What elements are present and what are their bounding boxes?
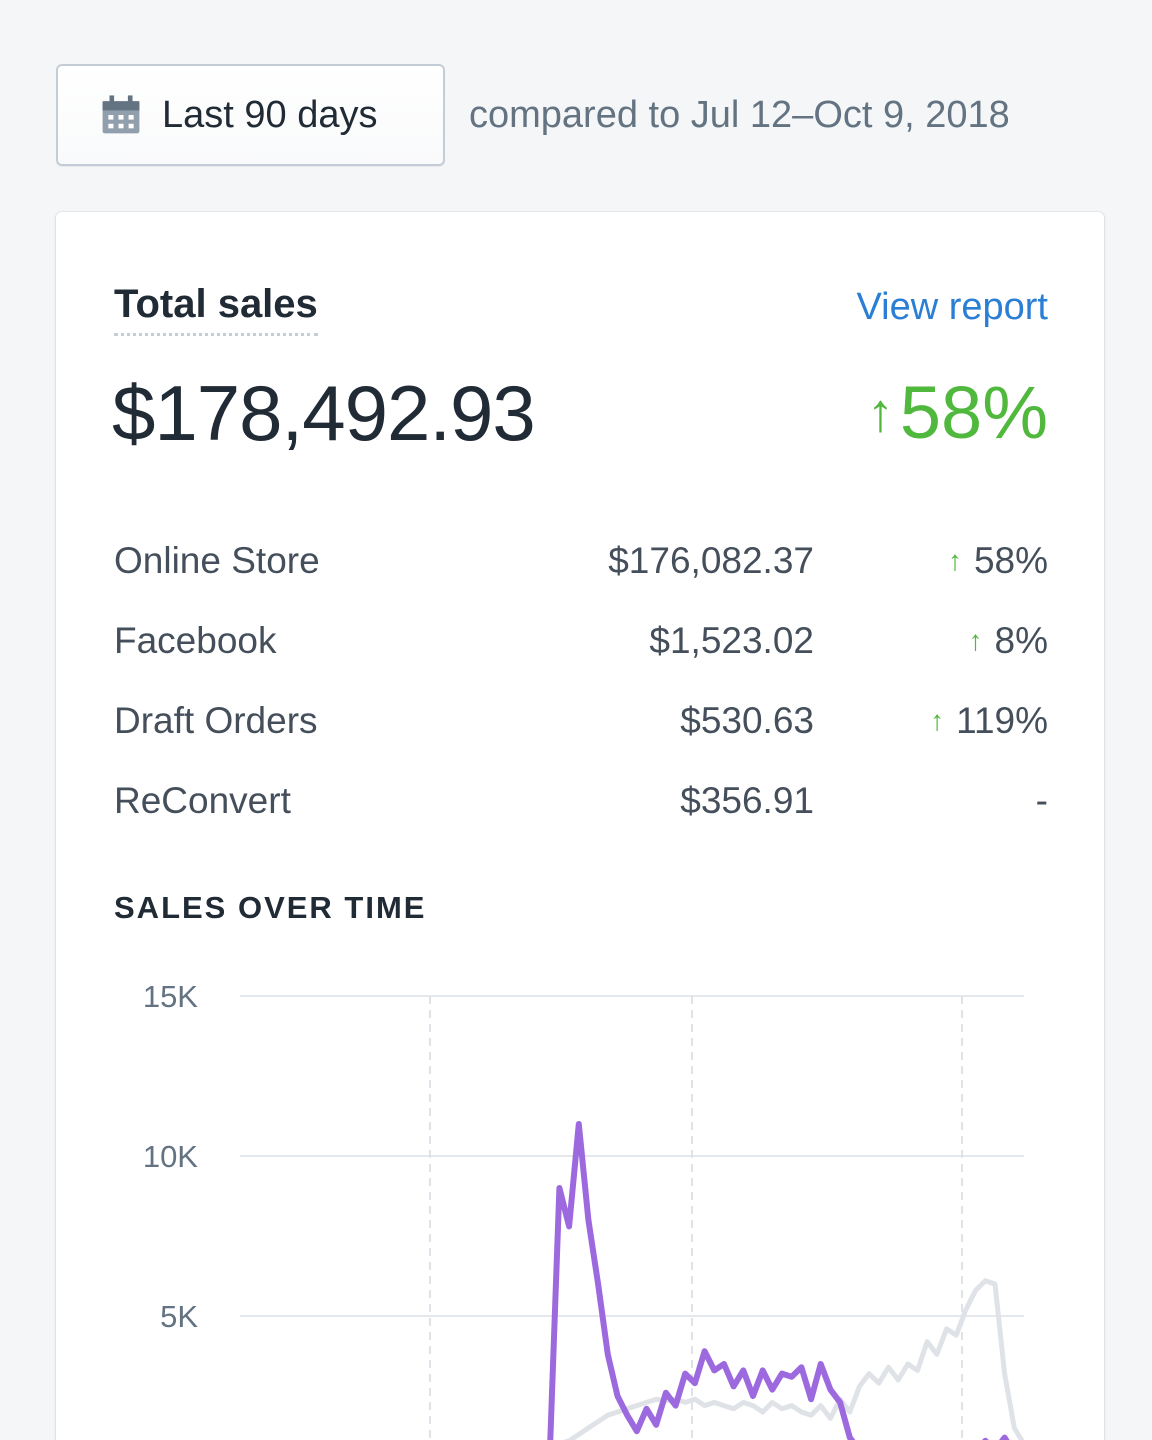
channel-amount: $176,082.37 bbox=[608, 540, 814, 581]
card-title[interactable]: Total sales bbox=[114, 282, 318, 336]
y-tick-label: 10K bbox=[143, 1139, 198, 1174]
view-report-link[interactable]: View report bbox=[856, 286, 1048, 328]
breakdown-row-facebook: Facebook $1,523.02 ↑ 8% bbox=[114, 616, 1048, 696]
y-tick-label: 15K bbox=[143, 979, 198, 1014]
channel-change-value: - bbox=[1035, 780, 1048, 821]
arrow-up-icon: ↑ bbox=[866, 382, 894, 443]
series-line-comparison bbox=[563, 1278, 1025, 1440]
total-sales-card: Total sales View report $178,492.93 ↑ 58… bbox=[56, 212, 1104, 1440]
comparison-period-text: compared to Jul 12–Oct 9, 2018 bbox=[469, 94, 1010, 136]
arrow-up-icon: ↑ bbox=[930, 705, 945, 736]
channel-change: ↑ 119% bbox=[930, 700, 1048, 742]
channel-change-value: 119% bbox=[956, 700, 1048, 741]
total-change-badge: ↑ 58% bbox=[867, 370, 1048, 455]
channel-change-value: 58% bbox=[973, 540, 1048, 581]
date-range-label: Last 90 days bbox=[162, 93, 378, 136]
channel-amount: $530.63 bbox=[680, 700, 814, 741]
arrow-up-icon: ↑ bbox=[947, 545, 962, 576]
channel-change-value: 8% bbox=[994, 620, 1048, 661]
channel-name: Facebook bbox=[114, 620, 277, 661]
calendar-icon bbox=[102, 95, 140, 134]
channel-name: ReConvert bbox=[114, 780, 291, 821]
y-tick-label: 5K bbox=[160, 1299, 198, 1334]
breakdown-row-online-store: Online Store $176,082.37 ↑ 58% bbox=[114, 536, 1048, 616]
channel-change: ↑ 58% bbox=[948, 540, 1048, 582]
channel-amount: $356.91 bbox=[680, 780, 814, 821]
sales-breakdown-list: Online Store $176,082.37 ↑ 58% Facebook $… bbox=[114, 536, 1048, 856]
total-change-value: 58% bbox=[899, 371, 1048, 454]
date-range-button[interactable]: Last 90 days bbox=[56, 64, 445, 166]
channel-name: Online Store bbox=[114, 540, 320, 581]
total-sales-amount: $178,492.93 bbox=[112, 369, 536, 457]
channel-name: Draft Orders bbox=[114, 700, 318, 741]
arrow-up-icon: ↑ bbox=[968, 625, 983, 656]
breakdown-row-draft-orders: Draft Orders $530.63 ↑ 119% bbox=[114, 696, 1048, 776]
channel-change: ↑ 8% bbox=[969, 620, 1048, 662]
series-line-current bbox=[547, 1121, 1010, 1440]
breakdown-row-reconvert: ReConvert $356.91 - bbox=[114, 776, 1048, 856]
sales-over-time-heading: SALES OVER TIME bbox=[114, 890, 427, 925]
channel-amount: $1,523.02 bbox=[649, 620, 814, 661]
channel-change: - bbox=[1024, 780, 1048, 822]
sales-over-time-chart: 15K 10K 5K bbox=[143, 979, 1025, 1440]
